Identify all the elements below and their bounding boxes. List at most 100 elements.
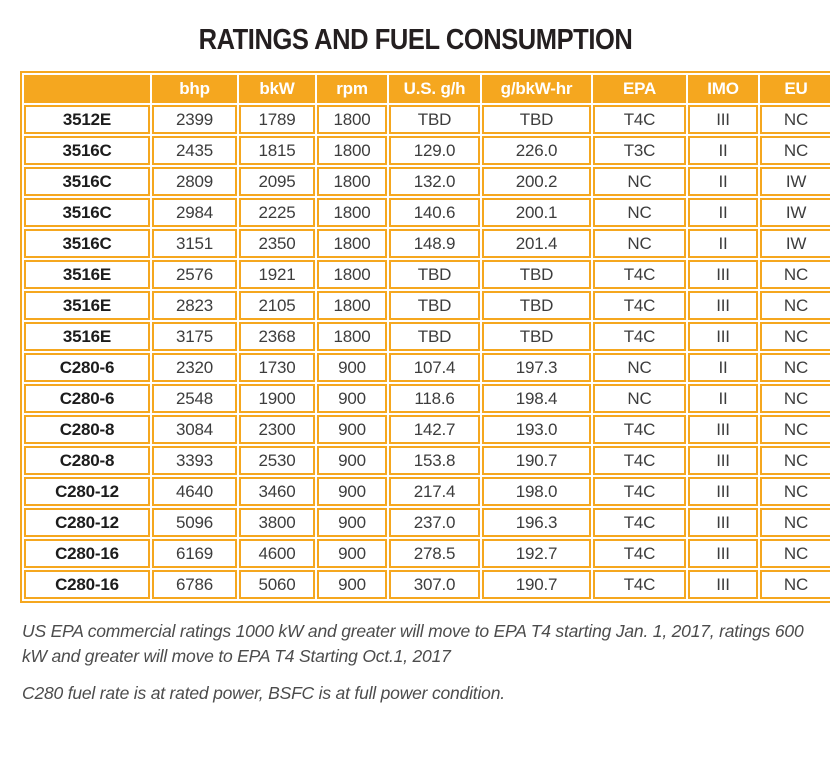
- data-cell: 1800: [317, 260, 387, 289]
- data-cell: 900: [317, 353, 387, 382]
- data-cell: NC: [593, 229, 686, 258]
- data-cell: II: [688, 384, 758, 413]
- model-cell: 3516C: [24, 198, 150, 227]
- data-cell: 148.9: [389, 229, 480, 258]
- ratings-table-body: 3512E 2399 1789 1800 TBD TBD T4C III NC 3516C 2435…: [24, 105, 830, 599]
- data-cell: NC: [760, 353, 830, 382]
- data-cell: 2576: [152, 260, 237, 289]
- data-cell: 153.8: [389, 446, 480, 475]
- data-cell: T3C: [593, 136, 686, 165]
- data-cell: 2823: [152, 291, 237, 320]
- data-cell: T4C: [593, 322, 686, 351]
- data-cell: NC: [760, 384, 830, 413]
- data-cell: T4C: [593, 570, 686, 599]
- data-cell: NC: [760, 322, 830, 351]
- data-cell: NC: [760, 260, 830, 289]
- ratings-table: bhp bkW rpm U.S. g/h g/bkW-hr EPA IMO EU 3512E 2…: [20, 71, 830, 603]
- data-cell: 1800: [317, 291, 387, 320]
- data-cell: NC: [760, 508, 830, 537]
- table-row: C280-16 6169 4600 900 278.5 192.7 T4C III NC: [24, 539, 830, 568]
- data-cell: III: [688, 570, 758, 599]
- data-cell: NC: [760, 539, 830, 568]
- page-title: RATINGS AND FUEL CONSUMPTION: [0, 24, 830, 57]
- data-cell: 900: [317, 539, 387, 568]
- header-cell: EPA: [593, 75, 686, 103]
- data-cell: III: [688, 446, 758, 475]
- data-cell: NC: [593, 167, 686, 196]
- data-cell: 2350: [239, 229, 315, 258]
- data-cell: 6169: [152, 539, 237, 568]
- data-cell: 2300: [239, 415, 315, 444]
- data-cell: III: [688, 105, 758, 134]
- data-cell: III: [688, 291, 758, 320]
- data-cell: III: [688, 322, 758, 351]
- footnotes: US EPA commercial ratings 1000 kW and gr…: [22, 619, 806, 706]
- table-row: 3516E 3175 2368 1800 TBD TBD T4C III NC: [24, 322, 830, 351]
- data-cell: 193.0: [482, 415, 591, 444]
- table-row: 3516C 2809 2095 1800 132.0 200.2 NC II IW: [24, 167, 830, 196]
- data-cell: 1921: [239, 260, 315, 289]
- data-cell: 3151: [152, 229, 237, 258]
- data-cell: 3460: [239, 477, 315, 506]
- data-cell: 1900: [239, 384, 315, 413]
- data-cell: 226.0: [482, 136, 591, 165]
- data-cell: II: [688, 136, 758, 165]
- data-cell: 307.0: [389, 570, 480, 599]
- data-cell: TBD: [482, 291, 591, 320]
- data-cell: 1800: [317, 198, 387, 227]
- table-row: 3516C 2435 1815 1800 129.0 226.0 T3C II NC: [24, 136, 830, 165]
- model-cell: C280-12: [24, 477, 150, 506]
- data-cell: 142.7: [389, 415, 480, 444]
- data-cell: TBD: [389, 260, 480, 289]
- data-cell: 6786: [152, 570, 237, 599]
- page-title-text: RATINGS AND FUEL CONSUMPTION: [198, 24, 632, 56]
- data-cell: 201.4: [482, 229, 591, 258]
- data-cell: 118.6: [389, 384, 480, 413]
- data-cell: T4C: [593, 415, 686, 444]
- table-row: 3516C 3151 2350 1800 148.9 201.4 NC II IW: [24, 229, 830, 258]
- data-cell: 132.0: [389, 167, 480, 196]
- data-cell: 1800: [317, 167, 387, 196]
- data-cell: III: [688, 260, 758, 289]
- data-cell: 237.0: [389, 508, 480, 537]
- header-row: bhp bkW rpm U.S. g/h g/bkW-hr EPA IMO EU: [24, 75, 830, 103]
- header-cell: bkW: [239, 75, 315, 103]
- table-row: C280-6 2320 1730 900 107.4 197.3 NC II NC: [24, 353, 830, 382]
- header-cell: U.S. g/h: [389, 75, 480, 103]
- data-cell: III: [688, 539, 758, 568]
- data-cell: 2095: [239, 167, 315, 196]
- data-cell: II: [688, 198, 758, 227]
- data-cell: 2530: [239, 446, 315, 475]
- model-cell: C280-8: [24, 415, 150, 444]
- data-cell: 3084: [152, 415, 237, 444]
- data-cell: TBD: [482, 260, 591, 289]
- data-cell: 900: [317, 570, 387, 599]
- table-row: C280-8 3084 2300 900 142.7 193.0 T4C III NC: [24, 415, 830, 444]
- data-cell: 1815: [239, 136, 315, 165]
- data-cell: 1730: [239, 353, 315, 382]
- data-cell: 5096: [152, 508, 237, 537]
- data-cell: 2435: [152, 136, 237, 165]
- model-cell: 3516E: [24, 322, 150, 351]
- data-cell: III: [688, 508, 758, 537]
- data-cell: 2984: [152, 198, 237, 227]
- data-cell: 900: [317, 477, 387, 506]
- data-cell: 2548: [152, 384, 237, 413]
- data-cell: 1800: [317, 136, 387, 165]
- data-cell: NC: [593, 384, 686, 413]
- data-cell: 217.4: [389, 477, 480, 506]
- data-cell: 2399: [152, 105, 237, 134]
- data-cell: II: [688, 167, 758, 196]
- model-cell: 3516E: [24, 291, 150, 320]
- data-cell: T4C: [593, 508, 686, 537]
- data-cell: 200.1: [482, 198, 591, 227]
- data-cell: 3800: [239, 508, 315, 537]
- table-row: 3516C 2984 2225 1800 140.6 200.1 NC II IW: [24, 198, 830, 227]
- table-row: C280-12 4640 3460 900 217.4 198.0 T4C III NC: [24, 477, 830, 506]
- data-cell: NC: [760, 291, 830, 320]
- model-cell: 3516C: [24, 167, 150, 196]
- data-cell: 900: [317, 446, 387, 475]
- data-cell: NC: [760, 136, 830, 165]
- data-cell: 2225: [239, 198, 315, 227]
